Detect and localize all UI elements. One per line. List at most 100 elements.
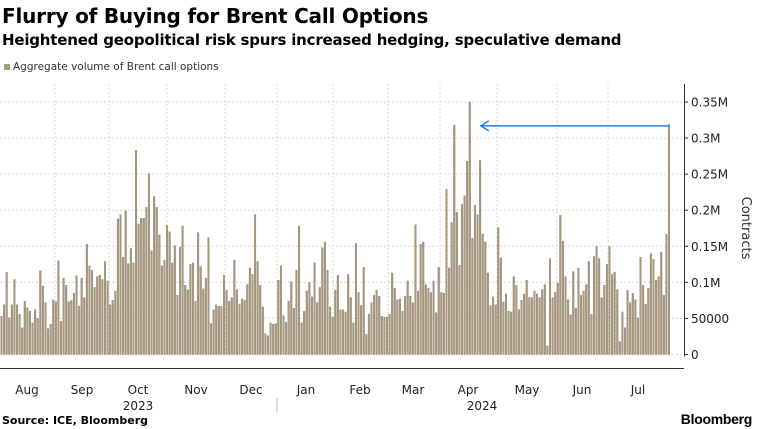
bar <box>168 231 171 355</box>
bar <box>65 285 68 355</box>
bar <box>197 232 200 355</box>
bar <box>349 297 352 355</box>
bar <box>357 292 360 355</box>
bar <box>31 322 34 355</box>
bar <box>484 241 487 355</box>
bar <box>85 243 88 355</box>
bar <box>598 258 601 355</box>
bar <box>215 304 218 355</box>
bar <box>404 295 407 355</box>
x-year-label: 2023 <box>123 399 154 413</box>
y-tick-label: 0.1M <box>691 276 720 290</box>
bar <box>3 304 6 355</box>
legend-label: Aggregate volume of Brent call options <box>13 61 219 73</box>
x-tick-label: May <box>515 383 540 397</box>
bar <box>8 317 11 355</box>
bar <box>49 324 52 355</box>
bar <box>272 324 275 355</box>
bar <box>543 284 546 355</box>
bar <box>492 296 495 355</box>
x-tick-label: Mar <box>402 383 425 397</box>
bar <box>331 316 334 355</box>
bar <box>424 284 427 355</box>
bar <box>329 306 332 355</box>
bar <box>626 290 629 355</box>
bar <box>574 308 577 355</box>
bar <box>129 248 132 355</box>
bar <box>435 312 438 355</box>
bar <box>238 303 241 355</box>
bar <box>373 295 376 355</box>
bar <box>91 269 94 355</box>
bar <box>334 290 337 355</box>
bar <box>339 309 342 355</box>
bar <box>62 277 65 355</box>
bar <box>561 241 564 355</box>
bar <box>546 345 549 355</box>
bar <box>479 160 482 355</box>
bar <box>352 322 355 355</box>
bar <box>155 207 158 355</box>
bar <box>44 302 47 355</box>
bar <box>600 297 603 355</box>
bar <box>171 262 174 355</box>
x-tick-label: Dec <box>239 383 262 397</box>
bar <box>668 124 671 355</box>
bar <box>36 318 39 355</box>
bar <box>512 276 515 355</box>
bar <box>629 302 632 355</box>
bar <box>414 224 417 355</box>
bar <box>16 304 19 355</box>
bar <box>608 246 611 355</box>
bar <box>228 300 231 355</box>
bar <box>295 269 298 355</box>
bar <box>26 307 29 355</box>
bar <box>282 315 285 355</box>
bar <box>124 210 127 355</box>
bar <box>365 334 368 355</box>
bar <box>233 259 236 355</box>
bar <box>264 333 267 355</box>
annotation <box>479 120 669 132</box>
bar <box>132 262 135 355</box>
bar <box>649 253 652 355</box>
bar <box>657 276 660 355</box>
bar <box>611 274 614 355</box>
y-tick-label: 0.3M <box>691 132 720 146</box>
bar <box>505 293 508 355</box>
bar <box>34 309 37 355</box>
bar <box>285 321 288 355</box>
bar <box>644 303 647 355</box>
y-tick-label: 50000 <box>691 312 729 326</box>
bar <box>636 317 639 355</box>
bar <box>266 335 269 355</box>
bar <box>556 282 559 355</box>
bar <box>497 227 500 355</box>
bar <box>665 233 668 355</box>
bar <box>336 274 339 355</box>
bar <box>241 298 244 355</box>
bar <box>499 257 502 355</box>
bar <box>642 285 645 355</box>
bar <box>468 101 471 355</box>
bar <box>354 243 357 355</box>
bar <box>551 297 554 355</box>
bar <box>347 274 350 355</box>
bar <box>13 279 16 355</box>
bar <box>28 311 31 355</box>
bar <box>362 267 365 355</box>
bar <box>220 306 223 355</box>
bar <box>618 341 621 355</box>
bar <box>398 298 401 355</box>
bar <box>437 267 440 355</box>
bar <box>525 280 528 355</box>
bar <box>41 285 44 355</box>
bar <box>243 300 246 355</box>
bar <box>396 299 399 355</box>
bar <box>88 265 91 355</box>
bar <box>140 217 143 355</box>
bar <box>57 260 60 355</box>
bar <box>127 263 130 355</box>
bar <box>406 280 409 355</box>
bar <box>528 297 531 355</box>
